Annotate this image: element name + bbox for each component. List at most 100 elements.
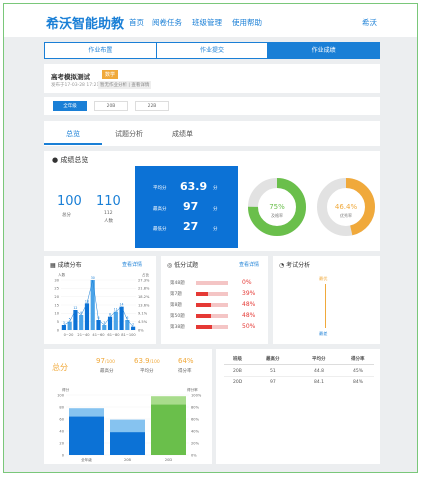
distribution-chart: 人数 占比30252015105027.3%21.8%18.2%13.6%9.1%… (54, 272, 150, 337)
table-cell: 51 (270, 369, 276, 374)
excellent-rate-donut: 46.4% 优秀率 (317, 178, 375, 236)
score-summary-panel: 总分 97/100 最高分 63.9/100 平均分 64% 得分率 得分 得分率… (44, 349, 212, 464)
y-tick-label: 30 (54, 278, 59, 282)
score-bar-track (196, 325, 228, 329)
y2-tick-label: 80% (191, 405, 200, 409)
class-all[interactable]: 全年级 (53, 101, 87, 111)
question-score-rate: 0% (242, 279, 252, 286)
max-unit: 分 (213, 207, 218, 212)
target-icon: ◎ (167, 262, 173, 269)
score-bar-track (196, 314, 228, 318)
bar (73, 310, 78, 330)
y2-tick-label: 9.1% (138, 312, 148, 316)
total-score-label: 总分 (52, 363, 68, 372)
score-bar-fill (196, 292, 209, 296)
y-tick-label: 10 (54, 312, 59, 316)
y-tick-label: 25 (54, 287, 59, 291)
x-tick-label: 81~100 (121, 333, 136, 337)
max-label: 最高分 (153, 207, 167, 212)
pass-donut-arc (248, 178, 306, 236)
top-score-label: 最高分 (100, 369, 114, 374)
nav-grading[interactable]: 阅卷任务 (152, 18, 182, 27)
excellent-rate-label: 优秀率 (340, 212, 352, 218)
question-score-rate: 39% (242, 290, 256, 297)
bar (84, 303, 90, 330)
bar (151, 404, 186, 455)
user-name[interactable]: 希沃 (362, 18, 377, 27)
sub-tabs (44, 121, 380, 146)
brand-logo[interactable]: 希沃智能助教 (46, 17, 125, 32)
exam-note[interactable]: 暂无作业分析 | 查看详情 (98, 81, 152, 89)
pass-rate-label: 及格率 (271, 212, 283, 218)
tab-question-analysis[interactable]: 试题分析 (115, 130, 143, 138)
x-tick-label: 41~60 (92, 333, 105, 337)
distribution-panel: ▦ 成绩分布 查看详情 人数 占比 30 25 20 15 10 5 0 27.3% 21.8% 18… (44, 256, 156, 344)
question-label[interactable]: 第7题 (170, 292, 182, 297)
student-total: 112 (104, 211, 113, 216)
app-window: 希沃智能助教 首页 阅卷任务 班级管理 使用帮助 希沃 作业布置 作业提交 作业… (3, 3, 418, 473)
distribution-title: ▦ 成绩分布 (50, 262, 82, 269)
y2-axis-label: 得分率 (187, 387, 198, 392)
max-value: 97 (183, 200, 199, 213)
subject-badge: 数学 (102, 70, 119, 79)
x-tick-label: 0~20 (64, 333, 75, 337)
y2-tick-label: 60% (191, 417, 200, 421)
bar (102, 325, 107, 330)
bar (125, 320, 130, 330)
analysis-axis (325, 284, 326, 328)
class-table-panel: 班级 最高分 平均分 得分率 20B 51 44.8 45% 20D 97 84… (216, 349, 380, 464)
bar (131, 326, 136, 330)
y-tick-label: 0 (62, 453, 65, 457)
score-bar-fill (196, 325, 212, 329)
top-bar: 希沃智能助教 首页 阅卷任务 班级管理 使用帮助 希沃 (4, 4, 417, 37)
top-score: 97/100 (96, 357, 116, 365)
bar (79, 315, 84, 330)
data-label: 3 (103, 321, 105, 325)
score-bar-track (196, 303, 228, 307)
x-tick-label: 61~80 (107, 333, 120, 337)
avg-score-label: 平均分 (140, 369, 154, 374)
class-22b[interactable]: 22B (135, 101, 169, 111)
low-score-detail-link[interactable]: 查看详情 (239, 262, 260, 268)
y-tick-label: 15 (54, 303, 59, 307)
x-tick-label: 20D (165, 458, 173, 462)
score-bar-track (196, 281, 228, 285)
col-avg: 平均分 (312, 357, 326, 362)
data-label: 16 (85, 299, 89, 303)
data-label: 11 (114, 308, 118, 312)
overview-title: ● 成绩总览 (52, 156, 89, 164)
nav-help[interactable]: 使用帮助 (232, 18, 262, 27)
y2-tick-label: 21.8% (138, 287, 150, 291)
question-score-rate: 48% (242, 301, 256, 308)
question-label[interactable]: 第38题 (170, 325, 185, 330)
tab-score-sheet[interactable]: 成绩单 (172, 130, 193, 138)
bar (113, 311, 118, 330)
student-count: 110 (96, 194, 121, 209)
y-tick-label: 20 (54, 295, 59, 299)
y-tick-label: 0 (57, 328, 60, 332)
pass-rate-donut: 75% 及格率 (248, 178, 306, 236)
tab-submit[interactable]: 作业提交 (157, 43, 269, 58)
min-unit: 分 (213, 227, 218, 232)
class-filter (44, 97, 380, 115)
score-bar-fill (196, 314, 212, 318)
tab-assign[interactable]: 作业布置 (45, 43, 157, 58)
question-label[interactable]: 第50题 (170, 314, 185, 319)
tab-grades[interactable]: 作业成绩 (268, 43, 380, 58)
data-label: 6 (97, 316, 99, 320)
nav-class[interactable]: 班级管理 (192, 18, 222, 27)
full-score-label: 总分 (62, 213, 71, 218)
data-label: 6 (126, 316, 128, 320)
score-rate-label: 得分率 (178, 369, 192, 374)
question-label[interactable]: 第48题 (170, 281, 185, 286)
distribution-detail-link[interactable]: 查看详情 (122, 262, 143, 268)
avg-unit: 分 (213, 186, 218, 191)
nav-home[interactable]: 首页 (129, 18, 144, 27)
exam-info: 高考模拟测试 数学 发布于17-03-28 17:21 暂无作业分析 | 查看详… (44, 64, 380, 93)
question-label[interactable]: 第8题 (170, 303, 182, 308)
class-20b[interactable]: 20B (94, 101, 128, 111)
pass-rate-value: 75% (269, 203, 285, 211)
y-tick-label: 5 (57, 320, 59, 324)
tab-overview[interactable]: 总览 (66, 130, 80, 138)
assignment-tabs: 作业布置 作业提交 作业成绩 (44, 42, 380, 59)
